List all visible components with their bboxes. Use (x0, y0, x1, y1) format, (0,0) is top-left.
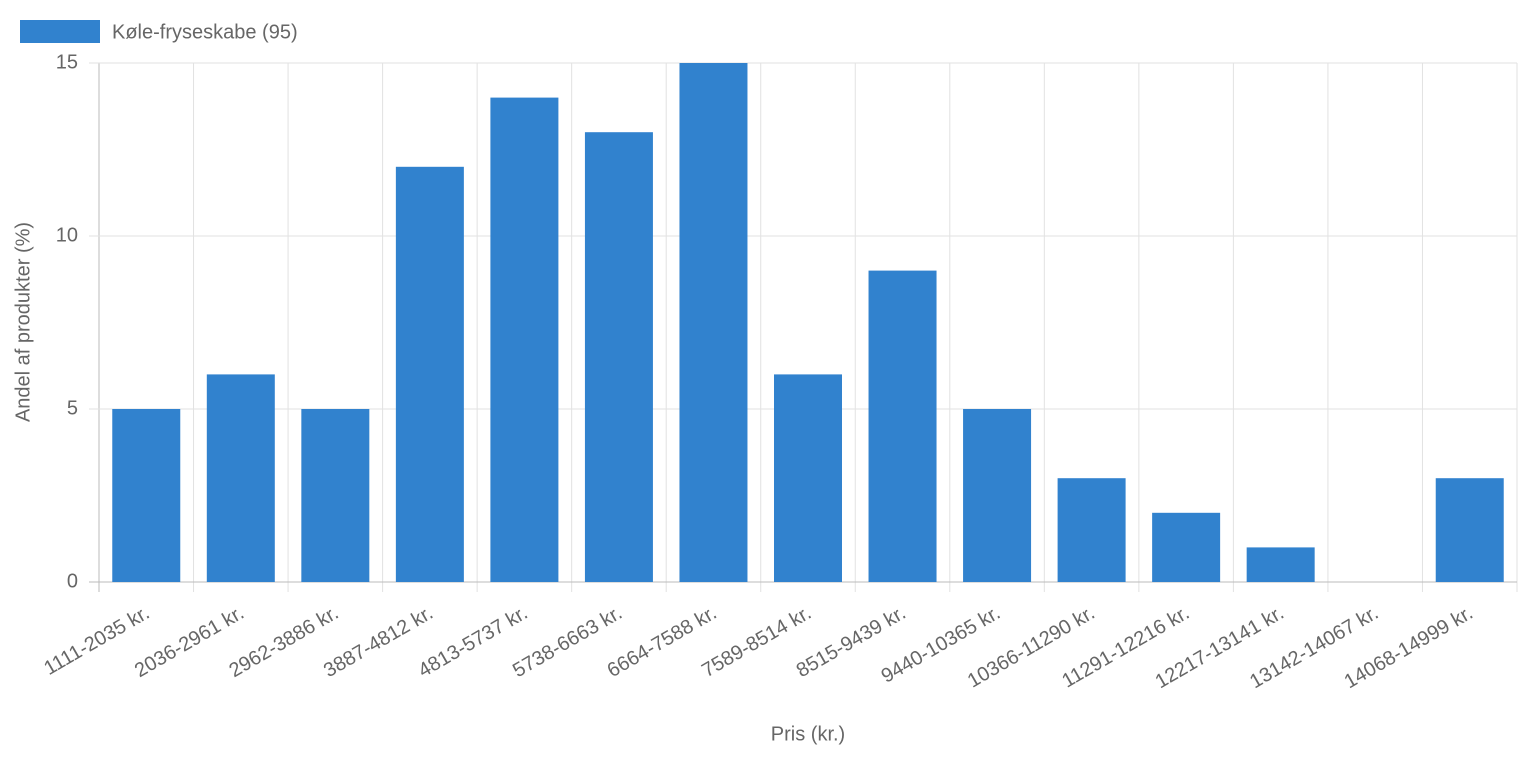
legend-label: Køle-fryseskabe (95) (112, 21, 298, 43)
bar (1152, 512, 1221, 582)
bar (490, 97, 559, 582)
y-tick-label: 15 (56, 51, 78, 73)
y-tick-label: 10 (56, 224, 78, 246)
bar (1435, 478, 1504, 582)
bar (774, 374, 842, 582)
bar (868, 270, 937, 582)
y-axis-title: Andel af produkter (%) (12, 222, 34, 422)
bar (206, 374, 275, 582)
bar (1246, 547, 1315, 582)
x-axis-title: Pris (kr.) (771, 723, 845, 745)
bar (584, 132, 653, 582)
bar (963, 409, 1032, 582)
y-tick-label: 5 (67, 397, 78, 419)
bar (395, 166, 464, 583)
bar (112, 409, 181, 582)
legend-swatch (20, 20, 100, 43)
bar (1057, 478, 1126, 582)
bar (301, 409, 370, 582)
y-tick-label: 0 (67, 570, 78, 592)
bar (679, 63, 748, 582)
